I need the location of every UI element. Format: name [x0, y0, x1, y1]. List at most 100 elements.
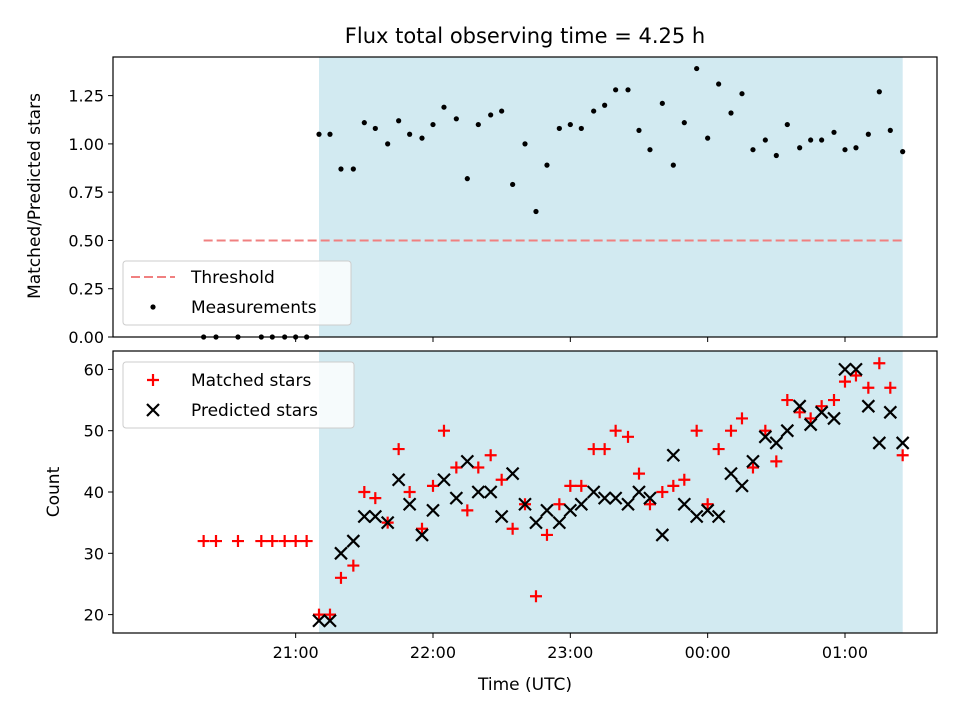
predicted-star-point — [415, 528, 429, 542]
measurement-point — [475, 121, 481, 128]
matched-star-point — [540, 528, 553, 541]
matched-star-point — [632, 467, 645, 480]
axes-frame — [112, 56, 938, 338]
predicted-star-point — [608, 491, 623, 505]
measurement-point — [647, 147, 653, 153]
measurement-point — [419, 135, 425, 141]
legend-matched-label: Matched stars — [191, 371, 311, 391]
y-tick-label: 1.00 — [68, 135, 104, 154]
matched-star-point — [712, 443, 725, 456]
legend-threshold-label: Threshold — [190, 268, 275, 288]
predicted-star-point — [861, 399, 876, 413]
matched-star-point — [289, 535, 302, 548]
matched-star-point — [896, 449, 909, 462]
measurement-point — [819, 137, 825, 143]
predicted-star-point — [391, 472, 406, 487]
predicted-star-point — [518, 497, 532, 512]
matched-star-point — [553, 498, 566, 511]
measurement-point — [327, 131, 333, 137]
predicted-star-point — [655, 528, 670, 542]
predicted-star-point — [552, 515, 567, 530]
measurement-point — [670, 162, 676, 168]
matched-star-point — [313, 608, 325, 621]
axes-frame — [112, 350, 938, 634]
predicted-star-point — [711, 509, 726, 524]
x-tick-label: 22:00 — [410, 643, 456, 662]
y-tick-label: 0.25 — [68, 280, 104, 299]
predicted-star-point — [621, 497, 635, 512]
matched-star-point — [770, 455, 783, 468]
y-tick-label: 1.25 — [68, 87, 104, 106]
measurement-point — [591, 108, 597, 114]
matched-star-point — [701, 498, 714, 511]
matched-star-point — [793, 406, 806, 419]
measurement-point — [750, 147, 756, 153]
predicted-star-point — [724, 466, 738, 481]
measurement-point — [876, 89, 882, 95]
matched-star-point — [609, 424, 622, 437]
measurement-point — [361, 120, 367, 126]
matched-star-point — [804, 412, 817, 425]
measurement-point — [613, 87, 619, 93]
predicted-star-point — [792, 399, 807, 413]
predicted-star-point — [380, 515, 395, 530]
predicted-star-point — [368, 509, 383, 524]
matched-star-point — [587, 443, 600, 456]
predicted-star-point — [827, 411, 841, 426]
measurement-point — [705, 135, 711, 141]
predicted-star-point — [471, 485, 486, 499]
matched-star-point — [849, 369, 862, 382]
measurement-point — [556, 125, 562, 132]
y-tick-label: 60 — [84, 360, 104, 379]
predicted-star-point — [323, 613, 337, 628]
measurement-point — [533, 208, 539, 215]
legend-predicted-swatch — [146, 403, 160, 417]
legend-matched-swatch — [147, 374, 159, 386]
observing-window-shade — [319, 57, 903, 337]
bottom-y-axis-label: Count — [44, 466, 64, 517]
predicted-star-point — [460, 454, 475, 469]
measurement-point — [659, 100, 665, 106]
predicted-star-point — [838, 362, 852, 377]
matched-star-point — [484, 449, 497, 462]
legend-box — [122, 260, 352, 326]
measurement-point — [739, 91, 745, 97]
predicted-star-point — [814, 405, 829, 420]
matched-star-point — [416, 522, 428, 535]
matched-star-point — [838, 375, 851, 388]
measurement-point — [853, 145, 859, 151]
y-tick-label: 0.50 — [68, 231, 104, 250]
matched-star-point — [450, 461, 463, 474]
x-tick-label: 01:00 — [822, 643, 868, 662]
matched-star-point — [197, 535, 210, 548]
measurement-point — [488, 112, 494, 118]
measurement-point — [694, 65, 700, 72]
x-axis-label: Time (UTC) — [477, 675, 572, 695]
measurement-point — [372, 125, 378, 132]
matched-star-point — [873, 357, 886, 370]
matched-star-point — [231, 535, 244, 548]
y-tick-label: 30 — [84, 544, 104, 563]
chart-title: Flux total observing time = 4.25 h — [345, 24, 705, 48]
measurement-point — [350, 166, 356, 172]
predicted-star-point — [483, 485, 498, 499]
measurement-point — [544, 162, 550, 168]
x-tick-label: 23:00 — [547, 643, 593, 662]
predicted-star-point — [334, 546, 348, 561]
predicted-star-point — [643, 491, 657, 505]
predicted-star-point — [632, 485, 646, 499]
matched-star-point — [266, 535, 279, 548]
matched-star-point — [884, 381, 897, 394]
matched-star-point — [472, 461, 485, 474]
measurement-point — [396, 118, 402, 124]
bottom-panel: 20 30 40 50 60 21:00 22:00 23:00 00:00 01:00 Match… — [84, 350, 938, 662]
matched-star-point — [759, 424, 772, 437]
predicted-star-point — [597, 491, 612, 505]
measurement-point — [865, 131, 871, 137]
x-tick-label: 21:00 — [273, 643, 319, 662]
predicted-star-point — [849, 362, 863, 377]
predicted-star-point — [346, 534, 361, 548]
predicted-star-point — [449, 491, 464, 505]
measurement-point — [567, 121, 573, 128]
matched-star-point — [862, 381, 875, 394]
